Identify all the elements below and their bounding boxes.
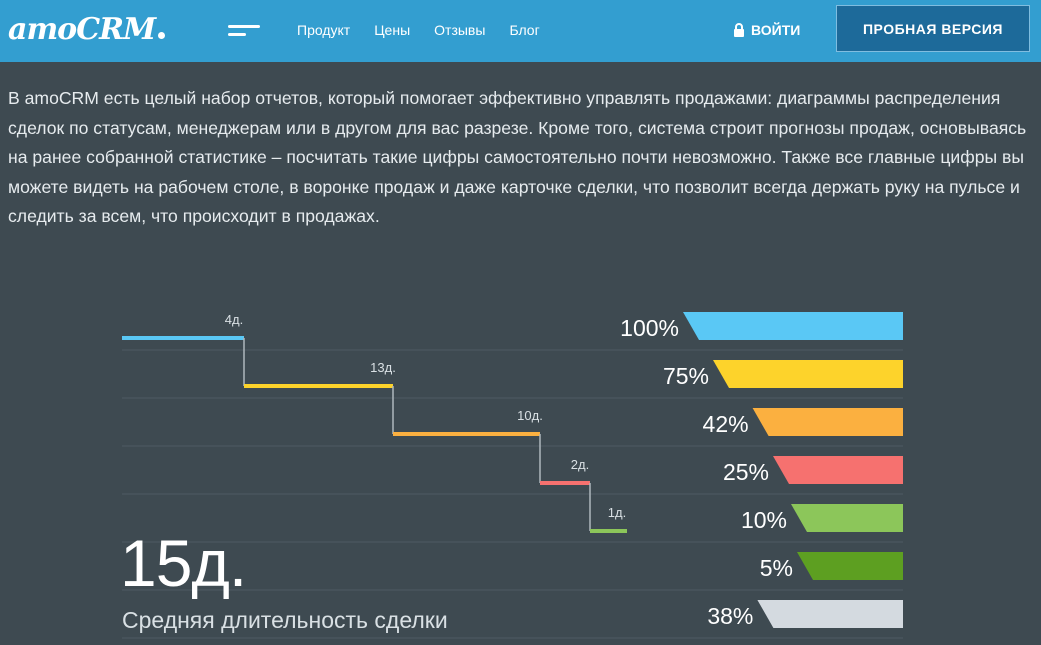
duration-label: 13д. [370,360,396,375]
lock-icon [734,22,744,37]
logo-text: amoCRM [8,12,156,47]
average-duration-value: 15д. [120,526,247,600]
duration-label: 2д. [571,457,589,472]
funnel-percent-label: 75% [663,363,709,389]
hamburger-menu-icon[interactable] [228,22,260,40]
funnel-percent-label: 5% [760,555,793,581]
login-label: ВОЙТИ [751,22,801,38]
nav-link-blog[interactable]: Блог [509,22,540,38]
average-duration-caption: Средняя длительность сделки [122,607,448,633]
duration-label: 4д. [225,312,243,327]
funnel-bar [791,504,903,532]
funnel-percent-label: 10% [741,507,787,533]
login-button[interactable]: ВОЙТИ [733,19,800,41]
intro-paragraph: В amoCRM есть целый набор отчетов, котор… [8,88,1027,226]
funnel-percent-label: 38% [707,603,753,629]
funnel-percent-label: 42% [703,411,749,437]
funnel-bar [773,456,903,484]
nav-link-reviews[interactable]: Отзывы [434,22,486,38]
funnel-bar [752,408,903,436]
amocrm-logo[interactable]: amoCRM [8,12,166,48]
funnel-bar [797,552,903,580]
funnel-percent-label: 100% [620,315,679,341]
duration-label: 10д. [517,408,543,423]
funnel-bar [683,312,903,340]
trial-version-button[interactable]: ПРОБНАЯ ВЕРСИЯ [836,5,1030,52]
nav-link-product[interactable]: Продукт [297,22,351,38]
nav-link-prices[interactable]: Цены [374,22,411,38]
funnel-percent-label: 25% [723,459,769,485]
funnel-bar [757,600,903,628]
logo-dot-icon [158,32,166,39]
duration-label: 1д. [608,505,626,520]
main-nav: Продукт Цены Отзывы Блог [297,20,540,40]
funnel-bar [713,360,903,388]
site-header: amoCRM Продукт Цены Отзывы Блог ВОЙТИ ПР… [0,0,1041,62]
